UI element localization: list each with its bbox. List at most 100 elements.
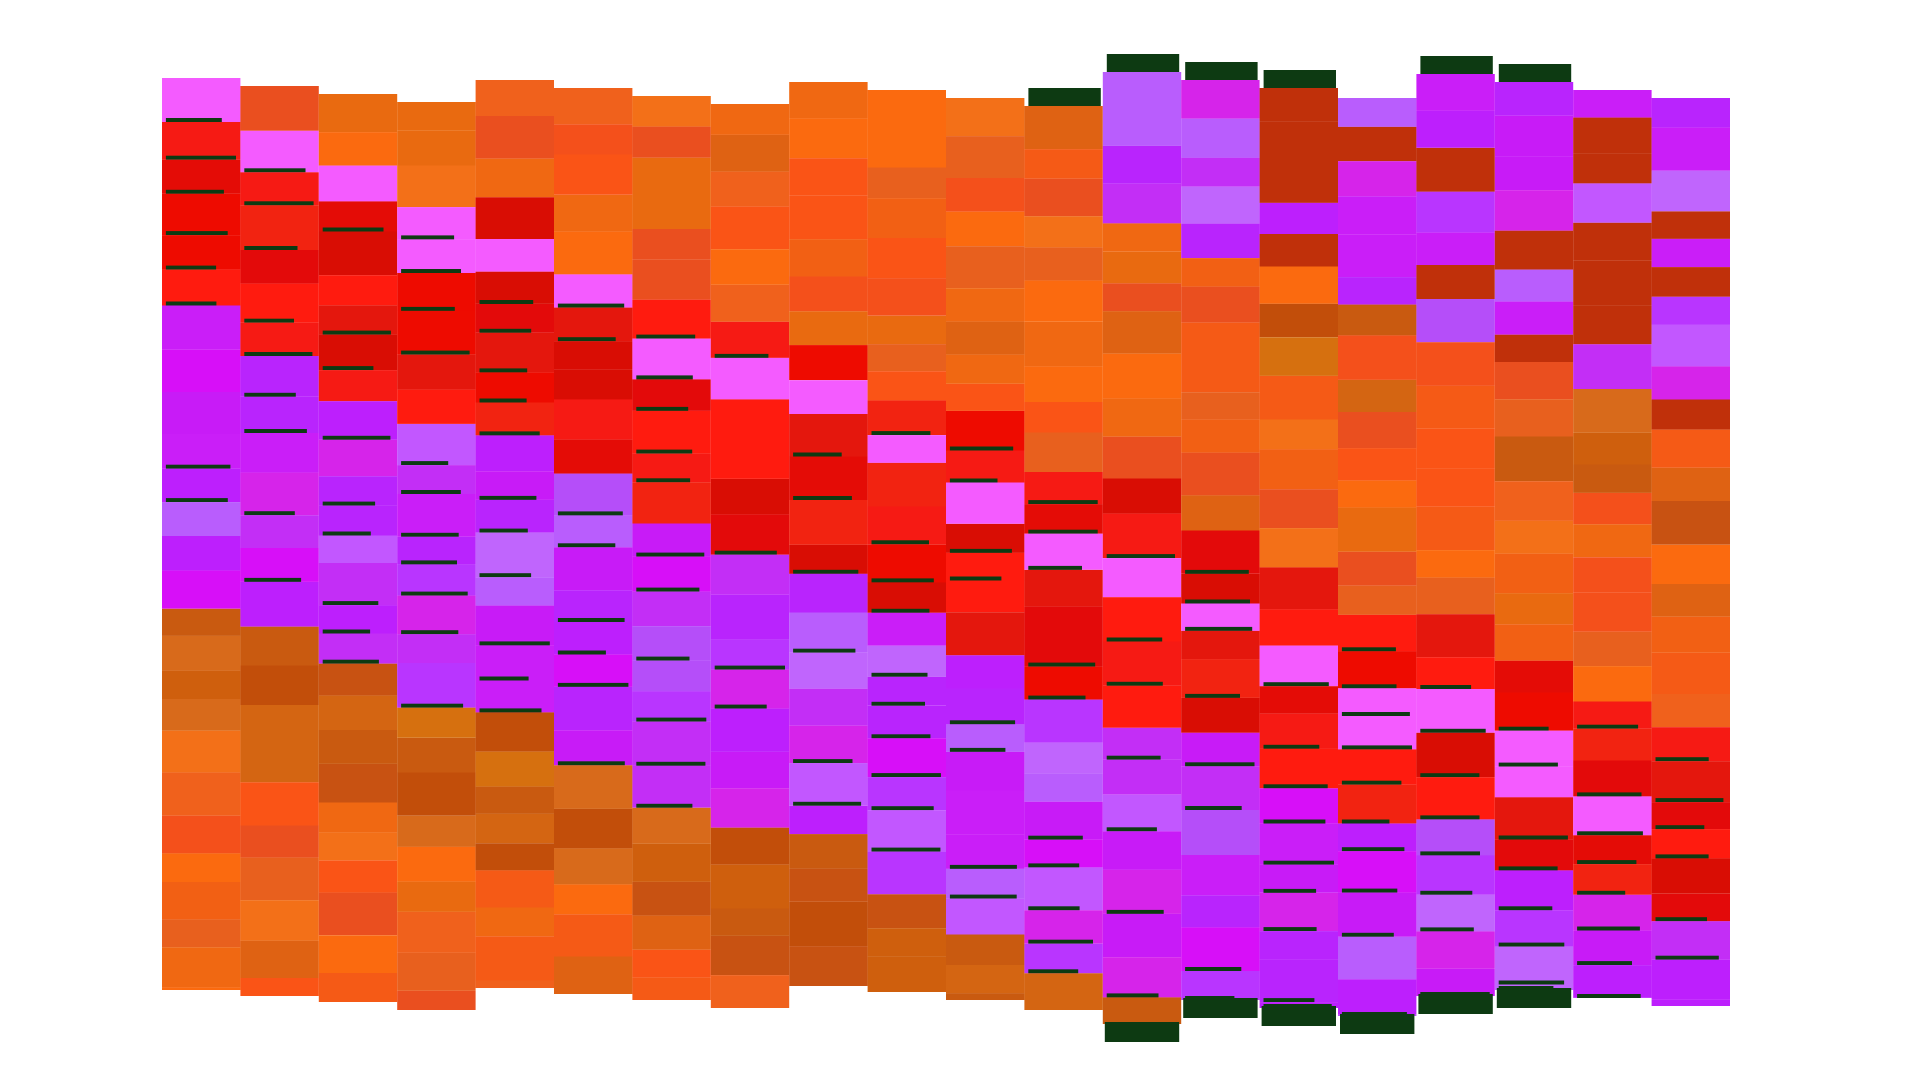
stripe-cell: [1181, 286, 1260, 323]
stripe-cell: [867, 238, 946, 279]
stripe-separator: [244, 511, 295, 516]
stripe-cell: [1102, 311, 1182, 354]
stripe-cell: [632, 157, 711, 187]
stripe-cell: [397, 564, 476, 596]
stripe-cell: [1024, 533, 1103, 570]
stripe-separator: [636, 375, 693, 380]
stripe-cell: [946, 98, 1025, 137]
stripe-cell: [318, 132, 398, 166]
stripe-cell: [397, 310, 476, 355]
stripe-cell: [632, 410, 711, 454]
stripe-cell: [240, 548, 319, 582]
stripe-cell: [1573, 796, 1652, 836]
stripe-cell: [867, 705, 946, 739]
stripe-cell: [318, 275, 398, 306]
stripe-cell: [632, 660, 711, 692]
stripe-cell: [475, 843, 554, 871]
stripe-cell: [240, 900, 319, 941]
stripe-separator: [244, 246, 298, 250]
stripe-separator: [479, 328, 532, 333]
stripe-cell: [1259, 686, 1338, 714]
stripe-separator: [165, 118, 222, 122]
stripe-separator: [793, 648, 856, 653]
stripe-cell: [710, 357, 790, 400]
stripe-cell: [789, 834, 868, 869]
stripe-separator: [165, 189, 224, 194]
stripe-cell: [710, 594, 790, 640]
stripe-cell: [1102, 223, 1182, 252]
stripe-cell: [710, 908, 790, 936]
stripe-cell: [397, 536, 476, 565]
stripe-cell: [162, 853, 241, 882]
stripe-cell: [1416, 577, 1495, 615]
stripe-separator: [244, 201, 314, 206]
stripe-cell: [946, 868, 1025, 899]
stripe-cell: [1102, 558, 1182, 598]
stripe-cell: [1024, 432, 1103, 472]
stripe-cell: [1416, 614, 1495, 658]
stripe-cell: [1024, 867, 1103, 911]
stripe-separator: [401, 532, 459, 537]
stripe-separator: [1028, 939, 1093, 944]
stripe-cell: [1102, 597, 1182, 642]
stripe-separator: [1028, 565, 1082, 570]
stripe-cell: [710, 751, 790, 789]
stripe-cell: [475, 332, 554, 373]
stripe-cell: [475, 813, 554, 844]
stripe-cell: [240, 978, 319, 996]
stripe-separator: [1577, 860, 1637, 865]
stripe-cell: [1024, 606, 1103, 636]
stripe-cell: [1494, 730, 1574, 767]
stripe-separator: [1106, 993, 1159, 998]
stripe-separator: [479, 431, 540, 436]
stripe-cell: [946, 450, 1025, 483]
stripe-cell: [1338, 614, 1417, 652]
stripe-cell: [318, 201, 398, 232]
stripe-cell: [1651, 98, 1730, 128]
stripe-separator: [244, 392, 296, 397]
stripe-separator: [1420, 773, 1480, 778]
stripe-cell: [1651, 429, 1730, 468]
stripe-cell: [1338, 98, 1417, 127]
stripe-separator: [557, 650, 606, 655]
column-cap-top: [1028, 88, 1101, 106]
stripe-separator: [322, 330, 391, 335]
stripe-cell: [632, 379, 711, 411]
stripe-cell: [789, 763, 868, 806]
stripe-cell: [240, 472, 319, 516]
stripe-cell: [946, 383, 1025, 411]
stripe-cell: [240, 665, 319, 705]
stripe-cell: [1573, 492, 1652, 525]
stripe-cell: [946, 612, 1025, 656]
stripe-cell: [1416, 894, 1495, 932]
stripe-cell: [867, 400, 946, 435]
stripe-cell: [710, 206, 790, 250]
stripe-cell: [710, 284, 790, 322]
stripe-cell: [867, 738, 946, 778]
stripe-separator: [1106, 637, 1163, 642]
stripe-cell: [789, 311, 868, 346]
stripe-cell: [1024, 280, 1103, 322]
stripe-cell: [554, 686, 633, 731]
stripe-cell: [1102, 513, 1182, 558]
stripe-separator: [793, 452, 842, 457]
stripe-cell: [1494, 399, 1574, 437]
stripe-cell: [1102, 641, 1182, 686]
stripe-cell: [1024, 569, 1103, 607]
stripe-cell: [946, 688, 1025, 725]
stripe-cell: [1494, 269, 1574, 302]
stripe-separator: [1420, 685, 1472, 689]
stripe-cell: [240, 782, 319, 826]
stripe-cell: [1181, 452, 1260, 496]
stripe-cell: [710, 134, 790, 172]
stripe-cell: [397, 634, 476, 663]
stripe-cell: [1651, 127, 1730, 171]
stripe-cell: [789, 195, 868, 240]
stripe-cell: [240, 940, 319, 978]
stripe-cell: [162, 122, 241, 160]
stripe-cell: [318, 892, 398, 936]
stripe-separator: [1028, 863, 1080, 868]
stripe-cell: [162, 882, 241, 920]
stripe-cell: [789, 158, 868, 196]
stripe-separator: [1263, 860, 1334, 865]
